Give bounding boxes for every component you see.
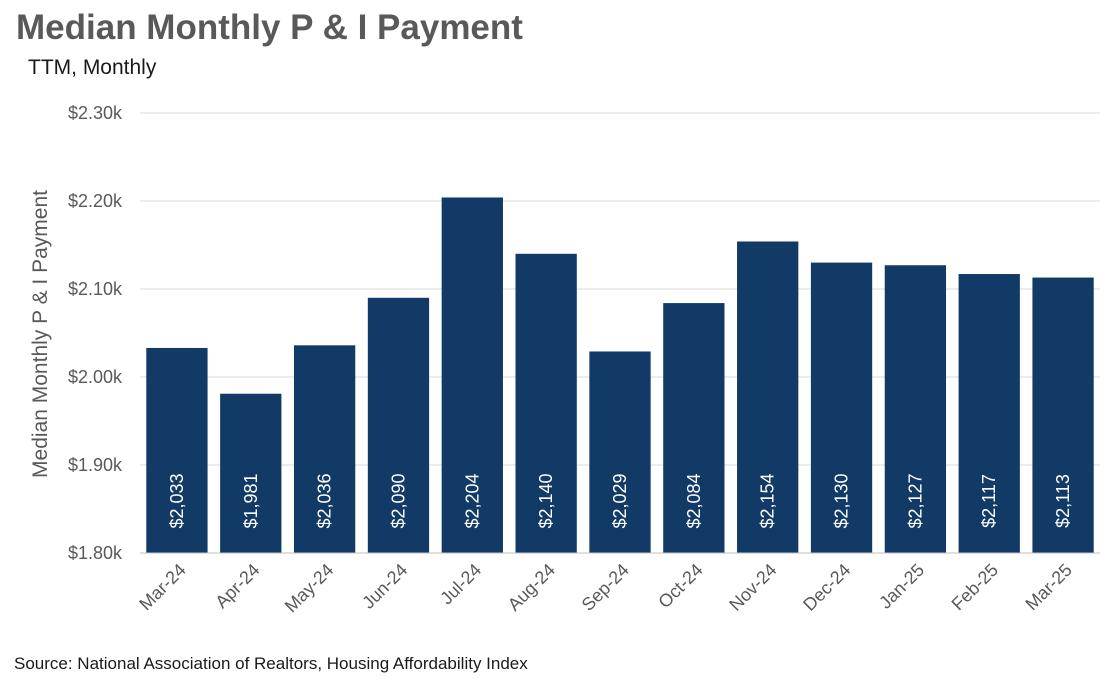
- source-note: Source: National Association of Realtors…: [14, 654, 528, 673]
- x-tick-label: May-24: [281, 560, 338, 617]
- chart-subtitle: TTM, Monthly: [28, 56, 157, 79]
- bars: [146, 197, 1094, 554]
- data-label: $2,130: [832, 473, 852, 528]
- bar: [220, 393, 282, 553]
- data-label: $2,033: [167, 473, 187, 528]
- bar: [958, 274, 1020, 553]
- data-label: $2,113: [1053, 474, 1073, 528]
- data-label: $2,127: [905, 473, 925, 528]
- x-tick-label: Mar-25: [1021, 560, 1075, 614]
- chart-title: Median Monthly P & I Payment: [16, 8, 523, 47]
- bar: [589, 351, 651, 553]
- x-tick-label: Sep-24: [578, 560, 633, 615]
- y-tick-label: $2.10k: [68, 279, 123, 299]
- y-axis-label: Median Monthly P & I Payment: [29, 190, 52, 478]
- x-tick-label: Feb-25: [948, 560, 1002, 614]
- y-tick-label: $1.90k: [68, 455, 123, 475]
- data-label: $2,204: [462, 473, 482, 528]
- y-axis-ticks: $1.80k $1.90k $2.00k $2.10k $2.20k $2.30k: [68, 103, 123, 563]
- x-tick-label: Jul-24: [436, 560, 485, 609]
- bar: [810, 262, 873, 553]
- x-tick-label: Nov-24: [725, 560, 780, 615]
- bar: [884, 265, 947, 553]
- x-tick-label: Dec-24: [799, 560, 854, 615]
- data-label: $2,029: [610, 473, 630, 528]
- x-tick-label: Apr-24: [211, 560, 263, 612]
- bar: [737, 241, 799, 554]
- x-axis-ticks: Mar-24 Apr-24 May-24 Jun-24 Jul-24 Aug-24 Sep-…: [135, 560, 1076, 617]
- data-labels: $2,033 $1,981 $2,036 $2,090 $2,204 $2,140 $2,0…: [167, 473, 1073, 528]
- data-label: $2,084: [684, 473, 704, 528]
- bar: [515, 253, 577, 554]
- y-tick-label: $2.20k: [68, 191, 123, 211]
- data-label: $2,154: [758, 473, 778, 528]
- x-tick-label: Jan-25: [875, 560, 928, 613]
- bar: [441, 197, 503, 554]
- y-tick-label: $2.30k: [68, 103, 123, 123]
- bar: [1032, 277, 1094, 553]
- x-tick-label: Mar-24: [135, 560, 189, 614]
- bar: [146, 347, 208, 553]
- data-label: $2,090: [388, 473, 408, 528]
- data-label: $2,117: [979, 474, 999, 528]
- data-label: $2,140: [536, 473, 556, 528]
- bar: [663, 303, 725, 553]
- y-tick-label: $2.00k: [68, 367, 123, 387]
- bar: [293, 345, 356, 553]
- x-tick-label: Aug-24: [504, 560, 559, 615]
- y-tick-label: $1.80k: [68, 543, 123, 563]
- x-tick-label: Oct-24: [654, 560, 706, 612]
- bar: [367, 297, 430, 553]
- data-label: $2,036: [315, 473, 335, 528]
- data-label: $1,981: [241, 473, 261, 528]
- x-tick-label: Jun-24: [358, 560, 411, 613]
